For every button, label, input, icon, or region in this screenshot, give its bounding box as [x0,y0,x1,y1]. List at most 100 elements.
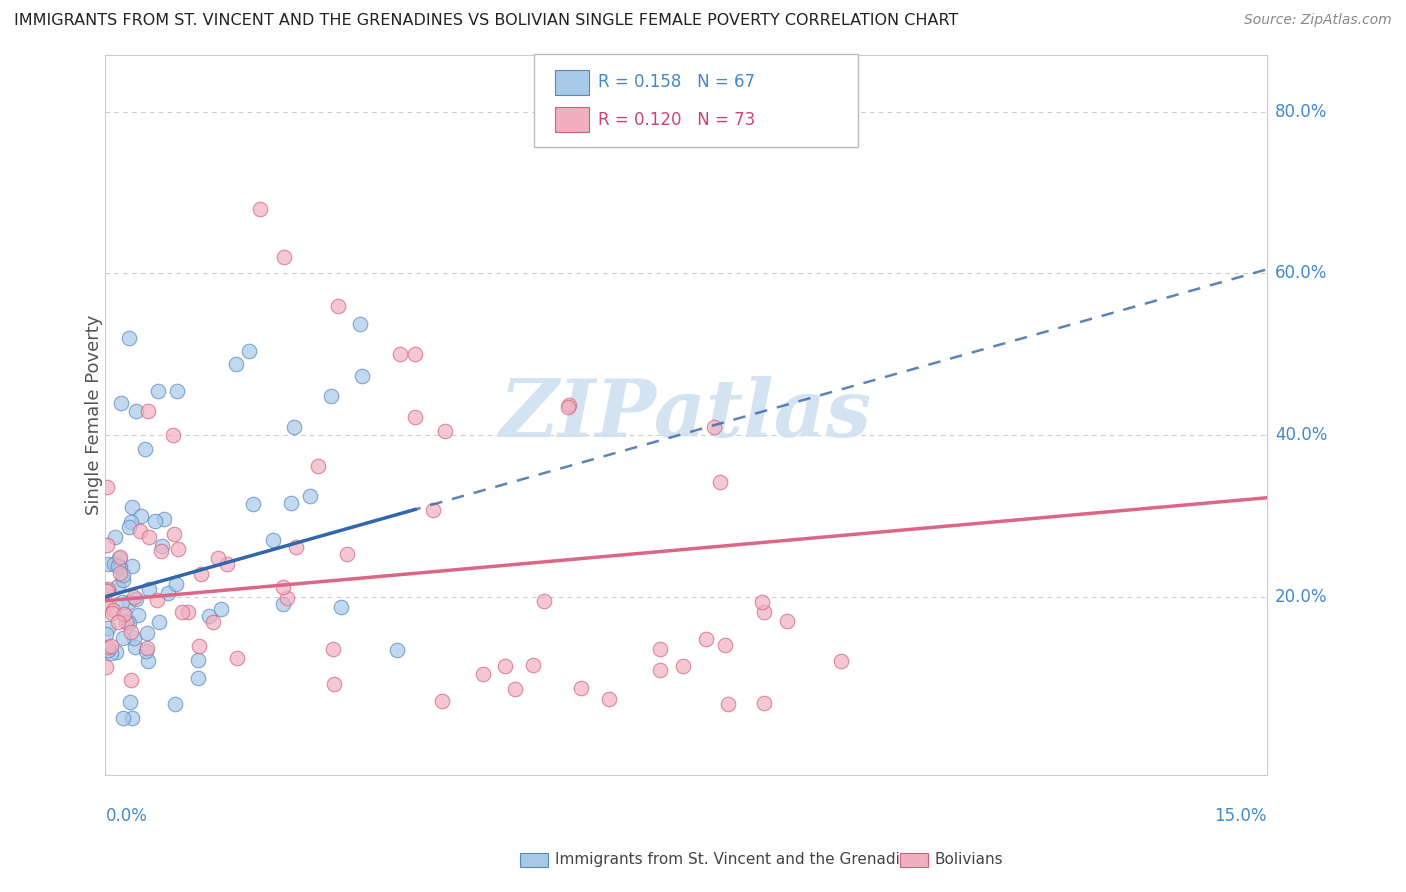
Point [672,659,695,673]
Point [127,607,149,622]
Point [273,597,295,611]
Point [129,508,152,523]
Point [146,593,169,607]
Point [125,591,148,606]
Point [198,609,221,624]
Point [96,627,118,641]
Point [115,615,138,629]
Point [388,347,411,361]
Point [118,616,141,631]
Point [101,603,124,617]
Point [101,606,124,620]
Point [172,605,194,619]
Point [238,343,260,358]
Text: R = 0.120   N = 73: R = 0.120 N = 73 [598,111,755,128]
Point [709,475,731,489]
Point [276,591,298,606]
Point [121,711,143,725]
Point [118,594,141,608]
Point [350,369,373,384]
Point [129,524,152,538]
Text: ZIPatlas: ZIPatlas [501,376,872,454]
Point [598,691,620,706]
Point [149,544,172,558]
Point [494,659,516,673]
Point [533,594,555,608]
Text: IMMIGRANTS FROM ST. VINCENT AND THE GRENADINES VS BOLIVIAN SINGLE FEMALE POVERTY: IMMIGRANTS FROM ST. VINCENT AND THE GREN… [14,13,959,29]
Point [569,681,592,695]
Point [187,639,209,653]
Point [104,644,127,658]
Point [153,511,176,525]
Point [717,697,740,711]
Point [754,605,776,619]
Point [157,586,180,600]
Point [121,559,143,574]
Point [163,697,186,711]
Point [122,632,145,646]
Point [96,584,118,599]
Point [177,605,200,619]
Point [273,580,295,594]
Point [225,650,247,665]
Point [751,595,773,609]
Point [136,404,159,418]
Text: 40.0%: 40.0% [1275,426,1327,444]
Point [648,663,671,677]
Point [298,489,321,503]
Point [94,598,117,612]
Point [150,539,173,553]
Point [284,540,307,554]
Point [97,621,120,635]
Point [97,640,120,655]
Point [135,644,157,658]
Text: Immigrants from St. Vincent and the Grenadines: Immigrants from St. Vincent and the Gren… [555,853,928,867]
Point [136,654,159,668]
Point [319,389,342,403]
Point [187,653,209,667]
Point [135,640,157,655]
Point [110,550,132,565]
Point [187,671,209,685]
Point [112,711,135,725]
Y-axis label: Single Female Poverty: Single Female Poverty [86,315,103,515]
Point [108,560,131,574]
Point [122,590,145,604]
Point [96,582,118,596]
Point [207,551,229,566]
Point [125,404,148,418]
Point [96,538,118,552]
Point [120,516,142,530]
Point [100,639,122,653]
Point [97,582,120,597]
Text: R = 0.158   N = 67: R = 0.158 N = 67 [598,73,755,91]
Point [118,520,141,534]
Point [225,357,247,371]
Text: 15.0%: 15.0% [1215,807,1267,825]
Text: Source: ZipAtlas.com: Source: ZipAtlas.com [1244,13,1392,28]
Point [283,420,305,434]
Point [118,695,141,709]
Point [385,643,408,657]
Point [471,667,494,681]
Point [100,646,122,660]
Point [111,631,134,645]
Point [117,331,139,345]
Point [112,607,135,621]
Point [97,557,120,571]
Text: 20.0%: 20.0% [1275,588,1327,606]
Point [165,577,187,591]
Point [103,557,125,571]
Point [557,398,579,412]
Point [404,409,426,424]
Point [280,496,302,510]
Point [211,602,233,616]
Point [146,384,169,399]
Point [307,459,329,474]
Point [434,424,457,438]
Point [830,655,852,669]
Point [135,625,157,640]
Point [94,659,117,673]
Point [111,595,134,609]
Text: 0.0%: 0.0% [105,807,148,825]
